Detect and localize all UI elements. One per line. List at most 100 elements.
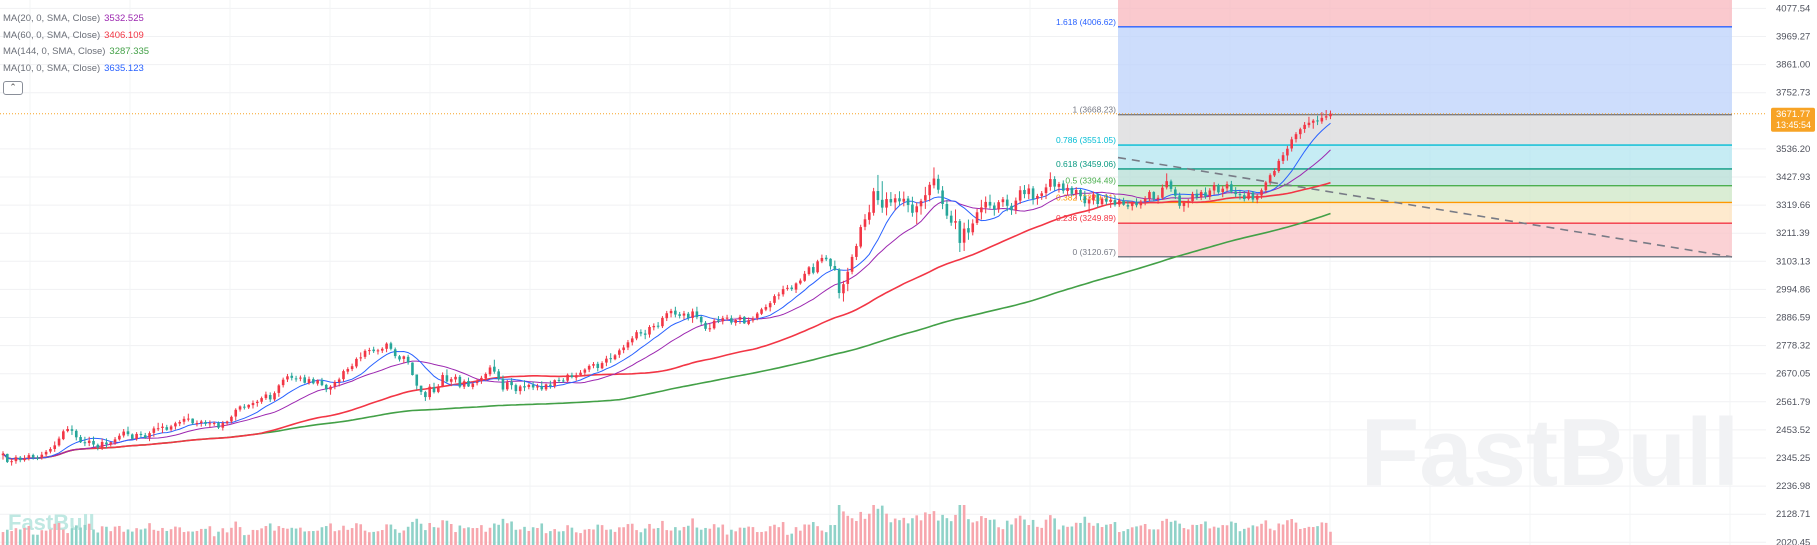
candle-body <box>859 227 862 247</box>
volume-bar <box>596 524 600 545</box>
volume-bar <box>449 524 453 545</box>
candle-body <box>738 316 742 320</box>
candle-body <box>721 318 725 322</box>
candle-body <box>523 386 526 388</box>
candle-body <box>135 433 138 439</box>
volume-bar <box>648 523 651 545</box>
volume-bar <box>432 527 436 545</box>
volume-bar <box>932 511 936 545</box>
legend-item-ma60[interactable]: MA(60, 0, SMA, Close) 3406.109 <box>3 28 149 45</box>
legend-collapse-button[interactable]: ⌃ <box>3 81 23 95</box>
candle <box>738 314 742 324</box>
candle <box>988 194 992 209</box>
volume-bar <box>264 526 268 545</box>
candle-body <box>695 311 699 318</box>
volume-bar <box>1255 526 1259 545</box>
candle <box>1191 191 1194 204</box>
candle-body <box>1182 202 1186 207</box>
price-axis-tick-label: 3211.39 <box>1776 228 1810 239</box>
candle <box>122 428 125 438</box>
candle <box>704 321 707 331</box>
volume-bar <box>406 526 410 545</box>
price-axis-tick-label: 2561.79 <box>1776 397 1810 408</box>
candle-body <box>6 453 9 462</box>
candle-body <box>1126 205 1130 207</box>
candle-body <box>760 309 763 314</box>
volume-bar <box>1040 527 1044 545</box>
candle-body <box>1122 200 1125 205</box>
candle <box>44 450 48 457</box>
candle-body <box>975 212 979 223</box>
candle-body <box>454 376 457 380</box>
candle <box>1074 187 1078 200</box>
candle-body <box>527 384 531 387</box>
volume-bar <box>36 534 39 545</box>
volume-bar <box>225 532 229 545</box>
candle-body <box>846 271 850 284</box>
candle-body <box>605 358 608 363</box>
candle-body <box>1169 181 1173 189</box>
candle <box>225 420 229 426</box>
volume-bar <box>794 527 798 545</box>
candle <box>876 174 880 205</box>
candle <box>53 441 57 452</box>
volume-bar <box>1174 520 1177 545</box>
candle-body <box>613 355 617 360</box>
candle-body <box>337 379 341 383</box>
volume-bar <box>1014 518 1018 545</box>
volume-bar <box>118 525 121 545</box>
candle-body <box>419 385 423 392</box>
candle <box>967 219 970 240</box>
candle-body <box>768 303 772 308</box>
candle <box>635 330 638 341</box>
candle-body <box>553 380 556 387</box>
candle <box>898 191 901 206</box>
volume-bar <box>699 529 703 545</box>
candle-body <box>113 439 117 443</box>
candle-body <box>471 383 475 387</box>
candle-body <box>152 428 156 433</box>
candle-body <box>518 386 522 392</box>
candle <box>777 292 781 300</box>
candle <box>665 310 669 322</box>
fib-level-label: 1 (3668.23) <box>1073 105 1117 115</box>
volume-bar <box>755 532 759 545</box>
volume-bar <box>609 529 613 545</box>
candle <box>1027 184 1031 200</box>
volume-bar <box>893 518 897 545</box>
candle <box>139 431 143 438</box>
candle-body <box>829 258 832 267</box>
candle <box>251 400 255 409</box>
candle-body <box>1221 188 1225 193</box>
candle <box>419 385 423 395</box>
volume-bar <box>497 524 500 545</box>
legend-item-ma144[interactable]: MA(144, 0, SMA, Close) 3287.335 <box>3 44 149 61</box>
legend-item-ma10[interactable]: MA(10, 0, SMA, Close) 3635.123 <box>3 61 149 78</box>
candle <box>993 202 996 216</box>
candle <box>66 426 69 433</box>
candle-body <box>1251 192 1255 200</box>
candle <box>1 451 5 460</box>
candle <box>333 380 337 390</box>
candle-body <box>350 366 354 370</box>
volume-bar <box>316 530 319 545</box>
candle <box>1096 193 1100 208</box>
candle <box>1316 115 1319 126</box>
volume-bar <box>1100 527 1104 545</box>
legend-item-ma20[interactable]: MA(20, 0, SMA, Close) 3532.525 <box>3 11 149 28</box>
candle <box>648 325 651 338</box>
volume-bar <box>751 527 755 545</box>
volume-bar <box>1225 525 1229 545</box>
candle <box>234 408 238 421</box>
candle-body <box>458 376 462 387</box>
volume-bar <box>730 529 733 545</box>
candle <box>221 420 225 431</box>
candle-body <box>23 458 26 461</box>
candle-body <box>44 451 48 455</box>
candle-body <box>243 406 246 408</box>
candle-body <box>1117 200 1121 205</box>
candle <box>174 421 177 430</box>
candle-body <box>1217 185 1220 193</box>
